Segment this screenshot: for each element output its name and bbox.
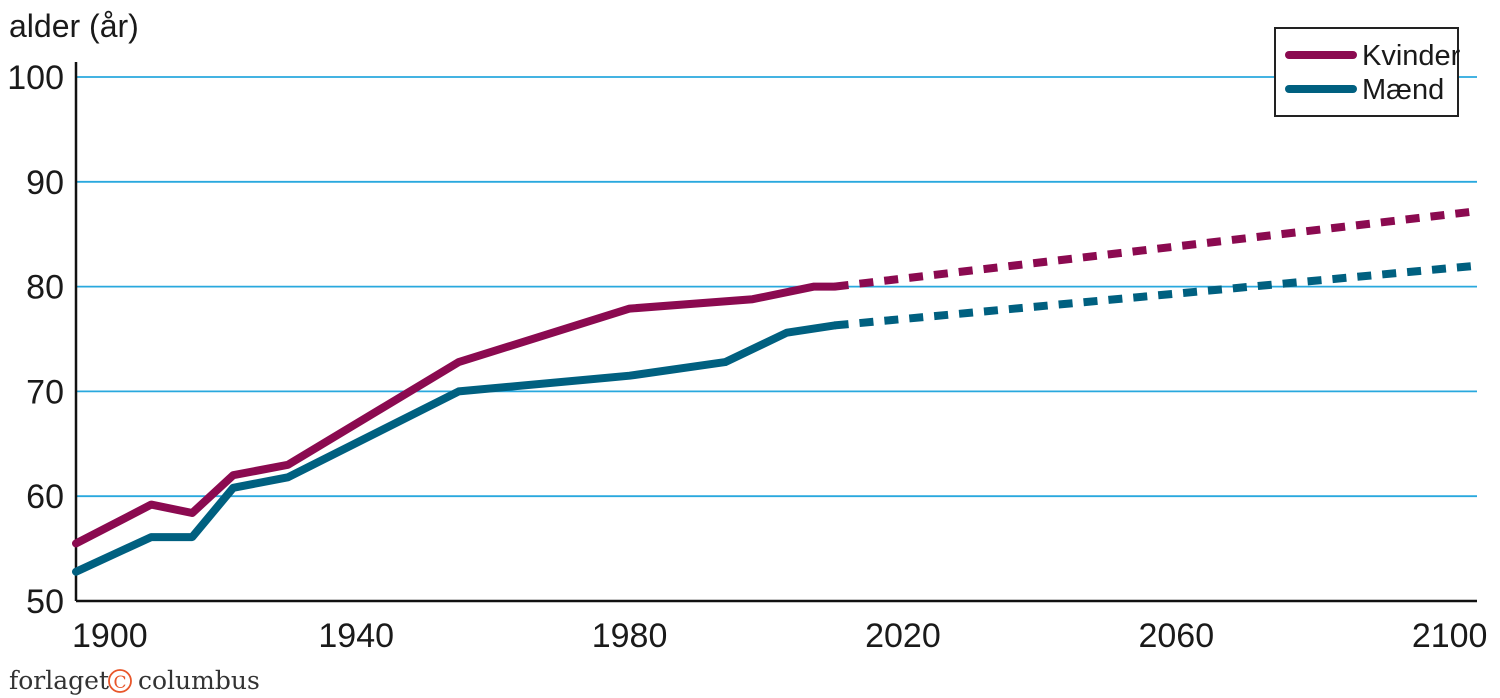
series-line-maend [72,321,839,576]
logo-text-left: forlaget [9,666,109,695]
copyright-mark-letter: C [113,673,126,693]
x-tick-label: 2100 [1412,617,1488,655]
y-tick-label: 80 [26,269,64,307]
x-tick-label: 1980 [592,617,668,655]
series-projection-maend [834,261,1478,330]
series-line-kvinder [72,282,839,548]
y-tick-labels: 50 60 70 80 90 100 [7,59,64,621]
y-tick-label: 100 [7,59,64,97]
y-axis-label: alder (år) [9,8,139,44]
series-projection-kvinder [834,207,1478,291]
legend-box [1274,27,1459,117]
y-tick-label: 50 [26,583,64,621]
x-tick-label: 2020 [865,617,941,655]
publisher-logo: forlaget C columbus [9,666,260,695]
series-layer [72,207,1478,576]
x-tick-label: 2060 [1138,617,1214,655]
y-tick-label: 70 [26,373,64,411]
logo-text-right: columbus [138,666,260,695]
x-tick-label: 1900 [72,617,148,655]
legend-label-kvinder: Kvinder [1362,40,1461,72]
x-tick-labels: 1900 1940 1980 2020 2060 2100 [72,617,1487,655]
legend-label-maend: Mænd [1362,74,1444,106]
x-tick-label: 1940 [318,617,394,655]
y-tick-label: 90 [26,164,64,202]
copyright-mark-icon [108,669,132,693]
grid-lines [76,76,1477,498]
legend: Kvinder Mænd [1274,27,1461,117]
y-tick-label: 60 [26,478,64,516]
